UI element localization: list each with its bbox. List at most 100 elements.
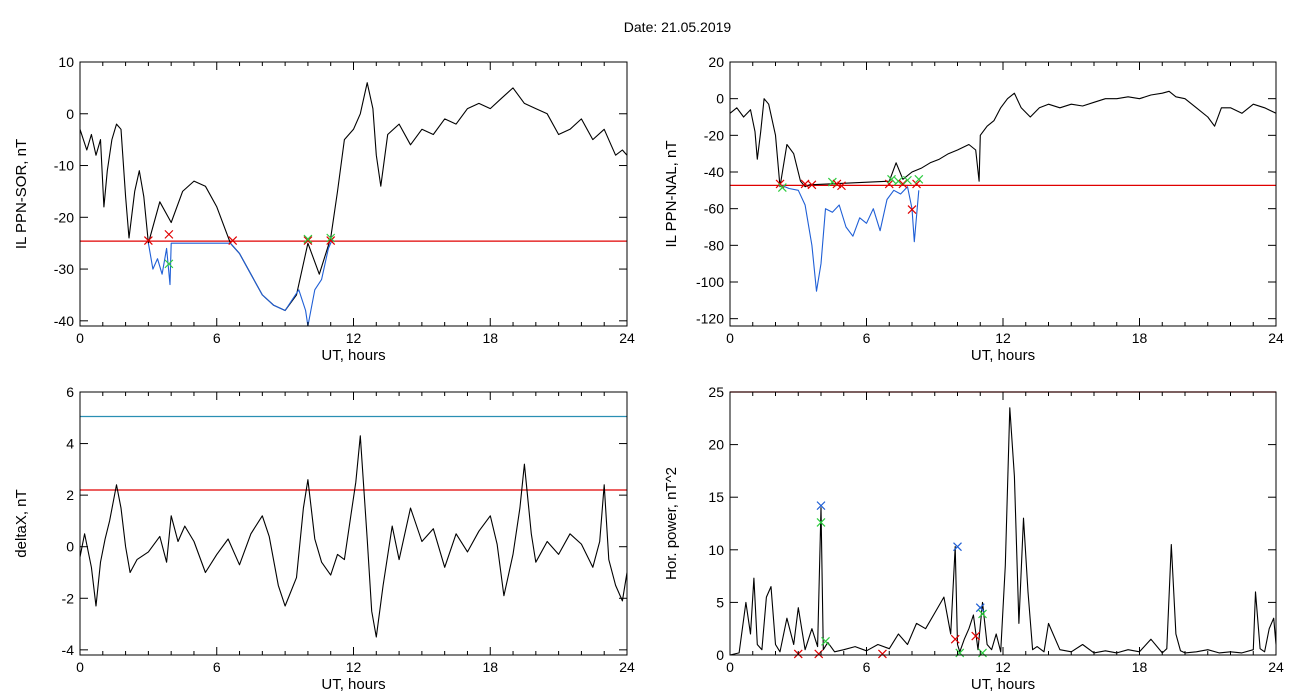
y-axis-title: IL PPN-NAL, nT [663,141,680,248]
event-marker-6 [303,234,313,244]
x-tick-label: 6 [213,659,221,675]
y-tick-label: 4 [66,436,74,452]
y-tick-label: 0 [716,647,724,663]
chart-panel-1: 0 6 12 18 24 10 0 -10 -20 -30 -40 UT, hours IL PPN-S… [13,54,635,364]
event-marker-7 [326,236,336,246]
marker-stroke-b [228,236,238,246]
chart-panel-3: 0 6 12 18 24 6 4 2 0 -2 -4 UT, hours deltaX, nT [13,384,635,693]
event-marker-5 [821,636,830,646]
y-tick-label: -120 [696,311,724,327]
event-marker-6 [878,649,887,659]
event-marker-8 [953,542,962,552]
x-tick-label: 0 [726,659,734,675]
x-tick-label: 24 [1268,330,1284,346]
y-tick-label: 0 [66,539,74,555]
x-axis-title: UT, hours [971,347,1035,364]
marker-stroke-b [837,181,846,191]
event-marker-2 [164,229,174,239]
y-tick-label: 6 [66,384,74,400]
x-tick-label: 12 [346,330,362,346]
marker-stroke-b [775,179,785,189]
marker-stroke-b [143,236,153,246]
marker-stroke-b [950,634,960,644]
marker-stroke-b [164,259,174,269]
event-marker-13 [978,648,987,658]
x-tick-label: 24 [619,659,635,675]
event-marker-6 [832,179,842,189]
plot-frame [729,61,1277,327]
x-tick-label: 0 [76,330,84,346]
x-tick-label: 6 [863,659,871,675]
marker-stroke-b [326,233,336,243]
marker-stroke-b [887,174,896,184]
event-marker-12 [978,609,987,619]
marker-stroke-b [893,176,903,186]
marker-stroke-b [832,179,842,189]
marker-stroke-b [978,609,987,619]
y-tick-label: 0 [716,91,724,107]
y-tick-label: 10 [58,54,74,70]
plot-frame [79,391,628,656]
event-marker-3 [816,501,826,511]
page-title: Date: 21.05.2019 [623,19,732,35]
y-axis-title: Hor. power, nT^2 [663,467,680,580]
marker-stroke-b [821,636,830,646]
y-tick-label: -2 [62,590,75,606]
y-tick-label: -40 [704,164,724,180]
marker-stroke-b [816,501,826,511]
x-tick-label: 18 [1132,659,1148,675]
series-line-1 [79,435,628,638]
marker-stroke-b [975,603,985,613]
y-tick-label: 20 [708,54,724,70]
marker-stroke-b [912,179,921,189]
series-line-2 [779,184,920,292]
event-marker-10 [893,176,903,186]
event-marker-1 [143,236,153,246]
event-marker-8 [326,233,336,243]
marker-stroke-b [878,649,887,659]
event-marker-5 [827,177,837,187]
x-tick-label: 0 [726,330,734,346]
event-marker-4 [816,518,826,527]
x-tick-label: 6 [863,330,871,346]
x-axis-title: UT, hours [321,347,385,364]
x-tick-label: 12 [346,659,362,675]
event-marker-14 [912,179,921,189]
y-tick-label: -60 [704,201,724,217]
y-tick-label: 5 [716,594,724,610]
event-marker-5 [303,236,313,246]
marker-stroke-b [903,175,912,185]
series-line-2 [147,237,334,327]
y-axis-title: IL PPN-SOR, nT [13,139,30,249]
y-tick-label: 25 [708,384,724,400]
event-marker-12 [903,175,912,185]
x-tick-label: 12 [995,659,1011,675]
y-tick-label: 10 [708,542,724,558]
marker-stroke-b [326,236,336,246]
series-line-1 [79,82,628,312]
event-marker-4 [807,180,817,190]
event-marker-15 [914,174,924,184]
event-marker-10 [971,631,981,641]
event-marker-9 [955,648,965,658]
y-tick-label: -30 [54,261,74,277]
y-tick-label: 2 [66,487,74,503]
event-marker-7 [837,181,846,191]
x-tick-label: 18 [1132,330,1148,346]
y-tick-label: -40 [54,313,74,329]
plot-frame [79,61,628,327]
y-tick-label: -20 [54,209,74,225]
series-line-1 [729,90,1277,188]
marker-stroke-b [303,236,313,246]
event-marker-7 [950,634,960,644]
marker-stroke-b [914,174,924,184]
event-marker-4 [228,236,238,246]
marker-stroke-b [164,229,174,239]
marker-stroke-b [971,631,981,641]
event-marker-3 [164,259,174,269]
marker-stroke-b [827,177,837,187]
x-tick-label: 24 [1268,659,1284,675]
y-tick-label: 15 [708,489,724,505]
x-axis-title: UT, hours [321,676,385,693]
